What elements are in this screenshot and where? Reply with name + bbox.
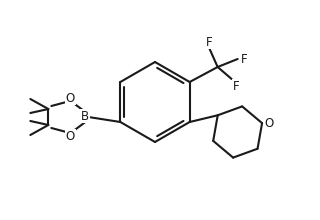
Text: O: O	[264, 117, 274, 130]
Text: F: F	[233, 79, 240, 92]
Text: B: B	[81, 110, 89, 123]
Text: F: F	[241, 53, 248, 66]
Text: O: O	[66, 130, 75, 143]
Text: F: F	[206, 35, 213, 48]
Text: O: O	[66, 92, 75, 104]
